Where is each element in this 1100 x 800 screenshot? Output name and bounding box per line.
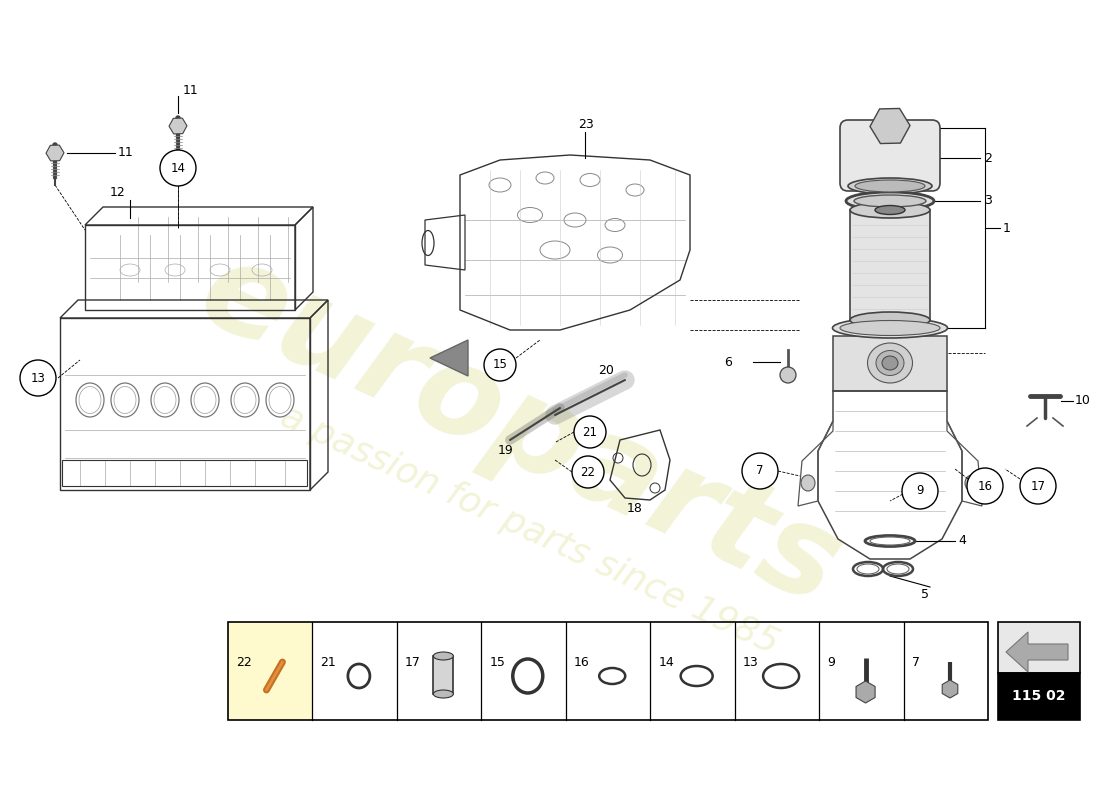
Text: a passion for parts since 1985: a passion for parts since 1985 (275, 399, 784, 661)
Text: 21: 21 (583, 426, 597, 438)
Polygon shape (430, 340, 468, 376)
Text: 22: 22 (581, 466, 595, 478)
Circle shape (20, 360, 56, 396)
Text: 16: 16 (978, 479, 992, 493)
Bar (433, 656, 453, 694)
Circle shape (572, 456, 604, 488)
Text: 11: 11 (183, 83, 199, 97)
Text: 22: 22 (236, 657, 252, 670)
Circle shape (902, 473, 938, 509)
Ellipse shape (433, 690, 453, 698)
Text: 7: 7 (912, 657, 920, 670)
Ellipse shape (854, 195, 926, 207)
Circle shape (160, 150, 196, 186)
Text: 6: 6 (724, 355, 732, 369)
Bar (998, 622, 1080, 673)
Ellipse shape (855, 180, 925, 192)
Text: 13: 13 (742, 657, 758, 670)
Text: 19: 19 (498, 443, 514, 457)
Ellipse shape (846, 192, 934, 210)
Text: 10: 10 (1075, 394, 1091, 407)
Text: 3: 3 (984, 194, 992, 207)
Bar (228, 622, 988, 720)
Text: 14: 14 (170, 162, 186, 174)
Text: 9: 9 (916, 485, 924, 498)
Text: 21: 21 (320, 657, 337, 670)
Text: 7: 7 (757, 465, 763, 478)
Text: 12: 12 (110, 186, 125, 199)
Ellipse shape (868, 343, 913, 383)
Circle shape (574, 416, 606, 448)
Ellipse shape (433, 652, 453, 660)
Circle shape (1020, 468, 1056, 504)
Text: 13: 13 (31, 371, 45, 385)
Ellipse shape (874, 206, 905, 214)
Text: 20: 20 (598, 363, 614, 377)
Text: 16: 16 (574, 657, 590, 670)
Text: 14: 14 (658, 657, 674, 670)
Ellipse shape (850, 202, 930, 218)
Ellipse shape (848, 178, 932, 194)
Text: 18: 18 (627, 502, 642, 514)
Circle shape (967, 468, 1003, 504)
Bar (228, 622, 312, 720)
FancyBboxPatch shape (840, 120, 940, 191)
Ellipse shape (876, 350, 904, 375)
Text: 17: 17 (405, 657, 421, 670)
Text: 11: 11 (118, 146, 134, 159)
Circle shape (780, 367, 796, 383)
Bar (998, 673, 1080, 720)
Ellipse shape (801, 475, 815, 491)
Bar (62, 460, 307, 486)
Circle shape (484, 349, 516, 381)
Text: 2: 2 (984, 151, 992, 165)
Text: 15: 15 (493, 358, 507, 371)
Bar (60, 318, 310, 490)
Text: 115 02: 115 02 (1012, 690, 1066, 703)
Text: europarts: europarts (182, 229, 859, 631)
Text: 1: 1 (1003, 222, 1011, 234)
Polygon shape (1006, 632, 1068, 672)
Ellipse shape (850, 312, 930, 328)
Bar (850, 210, 930, 320)
Text: 4: 4 (958, 534, 966, 547)
Text: 9: 9 (827, 657, 835, 670)
Text: 17: 17 (1031, 479, 1045, 493)
Circle shape (742, 453, 778, 489)
Text: 5: 5 (921, 589, 929, 602)
Text: 15: 15 (490, 657, 505, 670)
Ellipse shape (882, 356, 898, 370)
Bar (833, 336, 947, 391)
Ellipse shape (833, 318, 947, 338)
Text: 23: 23 (578, 118, 594, 130)
Ellipse shape (840, 321, 940, 335)
Ellipse shape (965, 475, 979, 491)
